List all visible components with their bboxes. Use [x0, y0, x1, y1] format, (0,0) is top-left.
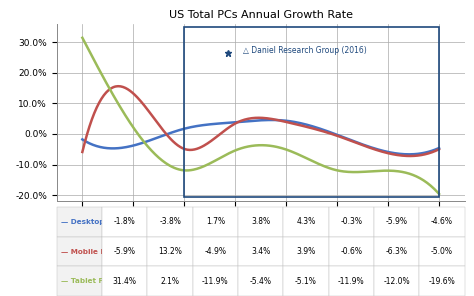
- Desktop PCs: [293, 120, 299, 124]
- Mobile PCs: [292, 122, 298, 126]
- Desktop PCs: [299, 122, 305, 125]
- Mobile PCs: [293, 123, 299, 126]
- Mobile PCs: [299, 124, 305, 128]
- Tablet PCs: [380, 169, 386, 173]
- Line: Mobile PCs: Mobile PCs: [82, 86, 439, 156]
- Mobile PCs: [436, 147, 442, 151]
- Bar: [184, 27, 439, 197]
- Mobile PCs: [404, 154, 410, 158]
- Tablet PCs: [80, 36, 85, 40]
- Tablet PCs: [292, 151, 298, 155]
- Desktop PCs: [404, 152, 410, 156]
- Desktop PCs: [269, 118, 275, 122]
- Desktop PCs: [292, 120, 298, 124]
- Mobile PCs: [115, 84, 121, 88]
- Tablet PCs: [81, 38, 86, 42]
- Desktop PCs: [381, 149, 387, 153]
- Tablet PCs: [298, 154, 303, 157]
- Title: US Total PCs Annual Growth Rate: US Total PCs Annual Growth Rate: [169, 10, 353, 20]
- Desktop PCs: [406, 152, 412, 156]
- Tablet PCs: [403, 171, 409, 174]
- Text: △ Daniel Research Group (2016): △ Daniel Research Group (2016): [243, 46, 366, 55]
- Mobile PCs: [381, 150, 387, 154]
- Line: Desktop PCs: Desktop PCs: [82, 120, 439, 154]
- Tablet PCs: [436, 192, 442, 196]
- Mobile PCs: [80, 150, 85, 154]
- Line: Tablet PCs: Tablet PCs: [82, 38, 439, 194]
- Mobile PCs: [408, 154, 413, 158]
- Mobile PCs: [81, 145, 86, 149]
- Tablet PCs: [291, 151, 296, 154]
- Desktop PCs: [80, 138, 85, 141]
- Desktop PCs: [81, 139, 86, 142]
- Desktop PCs: [436, 146, 442, 150]
